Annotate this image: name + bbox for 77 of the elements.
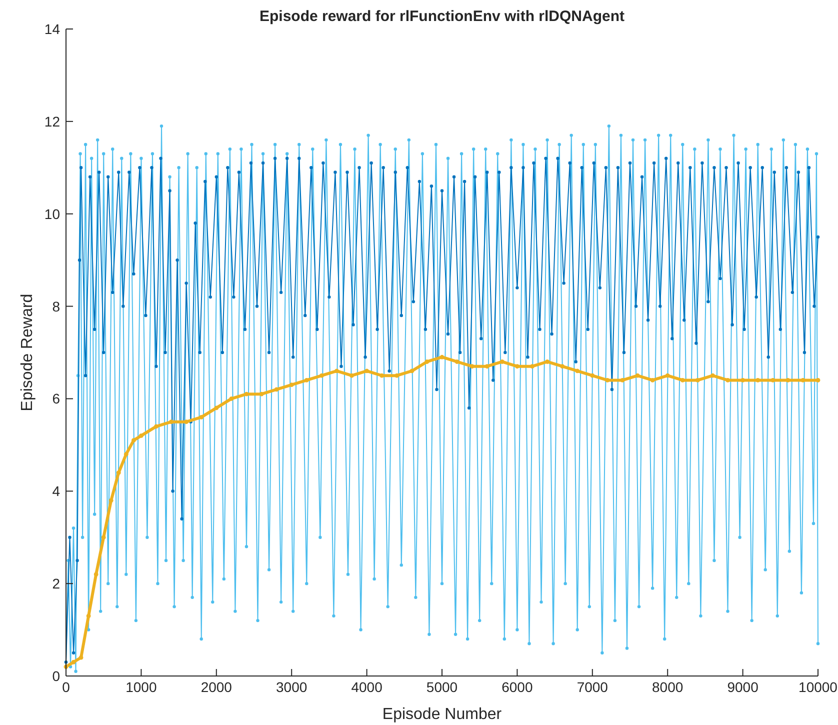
point (169, 420, 174, 424)
point (500, 360, 504, 364)
point (94, 572, 98, 577)
x-tick-label: 9000 (727, 679, 759, 695)
x-tick-label: 5000 (426, 679, 458, 695)
point (71, 660, 76, 664)
point (319, 373, 324, 378)
point (101, 535, 106, 540)
y-tick-label: 10 (44, 206, 60, 222)
x-tick-label: 2000 (200, 679, 232, 695)
point (470, 364, 474, 369)
x-tick-label: 1000 (126, 679, 157, 695)
x-tick-label: 7000 (576, 679, 608, 695)
point (274, 387, 279, 392)
point (410, 368, 414, 374)
point (380, 373, 384, 378)
point (424, 360, 430, 364)
x-tick-label: 6000 (502, 679, 533, 695)
x-tick-label: 3000 (276, 679, 308, 695)
y-tick-label: 2 (52, 576, 60, 592)
point (440, 354, 444, 360)
point (650, 378, 655, 382)
y-axis-title: Episode Reward (19, 294, 36, 412)
point (740, 378, 745, 382)
point (710, 373, 715, 378)
point (131, 438, 136, 443)
y-tick-label: 4 (52, 483, 60, 500)
point (229, 396, 234, 401)
point (575, 368, 580, 374)
point (154, 424, 158, 429)
point (484, 364, 490, 369)
point (620, 378, 625, 382)
point (244, 392, 249, 396)
point (680, 378, 685, 382)
y-tick-label: 6 (52, 390, 60, 407)
point (530, 364, 534, 369)
x-tick-label: 0 (62, 679, 70, 695)
point (108, 498, 114, 503)
point (199, 415, 204, 420)
point (334, 368, 339, 374)
point (139, 433, 144, 438)
point (545, 360, 550, 364)
point (695, 378, 700, 382)
x-axis-title: Episode Number (382, 706, 502, 723)
point (454, 360, 460, 364)
x-tick-label: 4000 (351, 679, 383, 695)
point (259, 392, 264, 396)
point (560, 364, 565, 369)
point (394, 373, 400, 378)
point (800, 378, 806, 382)
point (78, 655, 84, 660)
y-tick-label: 14 (44, 21, 60, 37)
point (116, 470, 121, 475)
chart-title: Episode reward for rlFunctionEnv with rlDQNAgent (259, 8, 625, 25)
x-tick-label: 10000 (798, 679, 838, 695)
point (364, 368, 369, 374)
point (770, 378, 776, 382)
point (350, 373, 354, 378)
x-tick-label: 8000 (652, 679, 684, 695)
point (86, 614, 91, 618)
y-tick-label: 12 (44, 113, 60, 130)
y-tick-label: 8 (52, 298, 60, 314)
point (590, 373, 595, 378)
point (665, 373, 670, 378)
point (184, 420, 189, 424)
point (605, 378, 610, 382)
point (289, 382, 294, 388)
point (635, 373, 640, 378)
point (124, 452, 128, 456)
point (786, 378, 790, 382)
point (816, 378, 820, 382)
y-tick-label: 0 (52, 668, 60, 684)
point (726, 378, 730, 382)
point (756, 378, 760, 382)
point (515, 364, 520, 369)
point (214, 406, 219, 410)
point (304, 378, 309, 382)
